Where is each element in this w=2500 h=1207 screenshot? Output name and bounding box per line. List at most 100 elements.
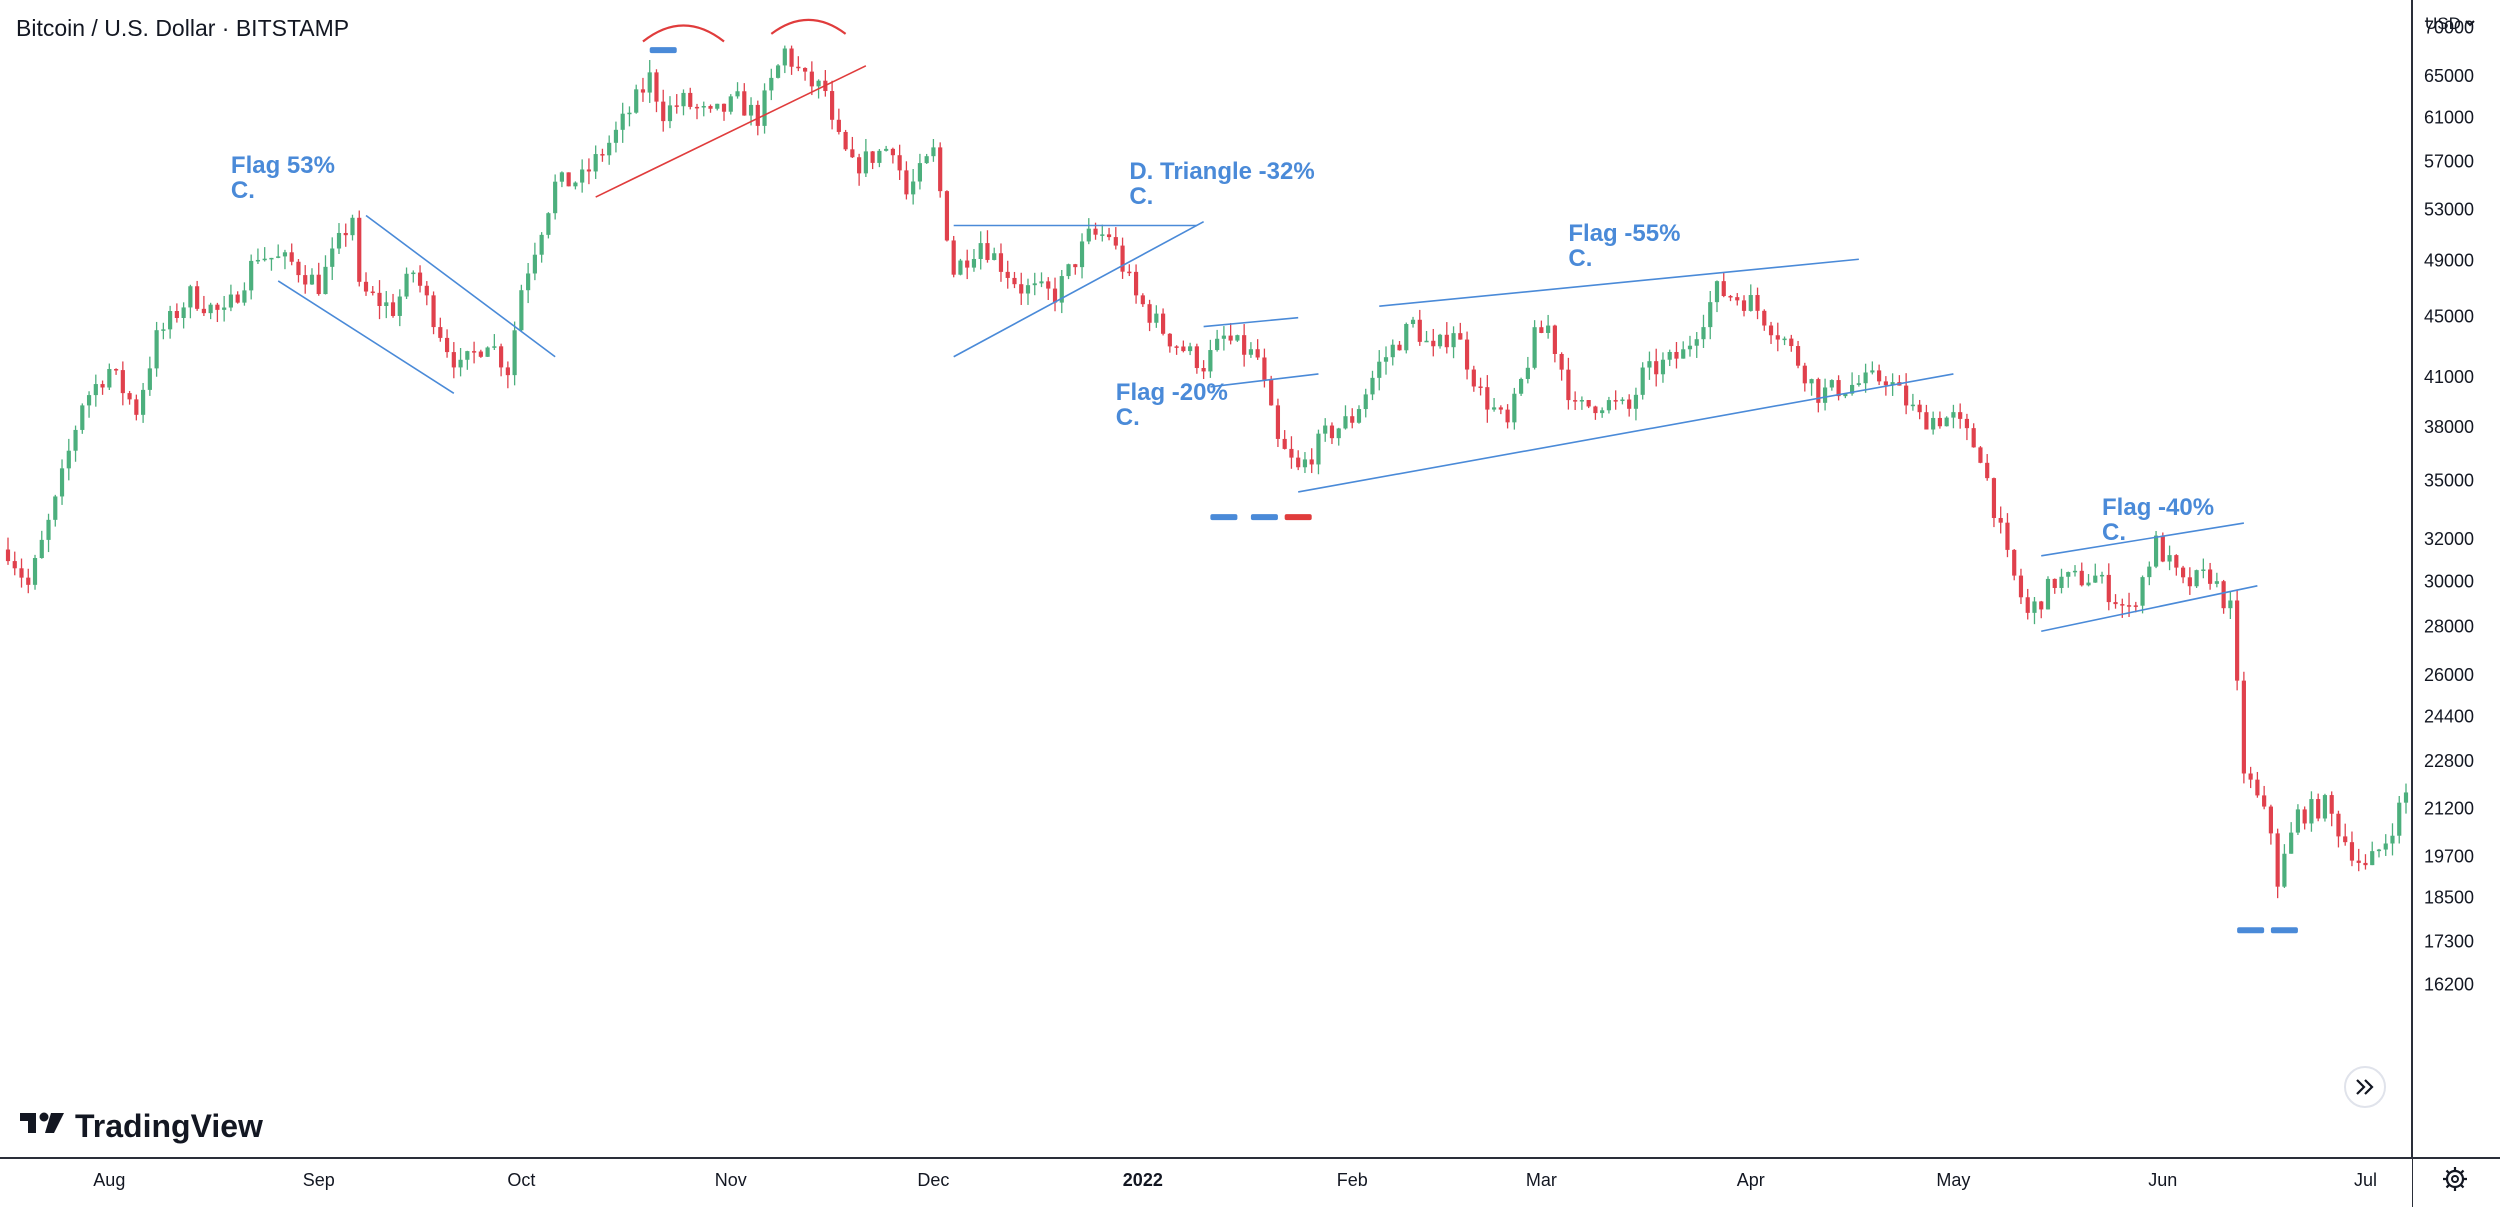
- candle-body: [2397, 802, 2402, 836]
- candle: [1573, 391, 1578, 410]
- candle: [863, 138, 868, 177]
- price-axis-panel[interactable]: [2413, 0, 2500, 1157]
- candle: [1444, 322, 1449, 354]
- currency-label: USD: [2425, 14, 2461, 33]
- candle-body: [1363, 394, 1368, 410]
- candle: [2093, 563, 2098, 583]
- breakout-marker: [1250, 514, 1278, 521]
- candle-body: [2133, 605, 2138, 607]
- candle: [424, 281, 429, 306]
- candle: [228, 284, 234, 312]
- candle: [836, 108, 841, 135]
- candle: [1512, 387, 1517, 430]
- candle: [492, 334, 497, 350]
- candle: [147, 356, 152, 396]
- candle-body: [1100, 234, 1105, 236]
- candle: [1066, 263, 1071, 280]
- candle: [2295, 804, 2301, 835]
- candle-body: [2018, 575, 2024, 598]
- candle: [5, 537, 11, 565]
- candle-body: [1971, 428, 1976, 448]
- candle-body: [1552, 325, 1557, 354]
- candle-body: [1566, 369, 1571, 401]
- tradingview-brand[interactable]: TradingView: [20, 1108, 263, 1144]
- candle-body: [1174, 346, 1179, 348]
- candle-body: [19, 568, 24, 578]
- candle: [303, 265, 308, 294]
- chevron-down-icon: [2465, 20, 2475, 27]
- candle: [2208, 562, 2213, 590]
- candle-body: [296, 261, 301, 276]
- candle-body: [2113, 602, 2118, 605]
- candle: [309, 268, 315, 285]
- candle: [1809, 378, 1814, 396]
- candle-body: [282, 252, 288, 257]
- candle: [120, 361, 125, 406]
- time-tick-label: Oct: [507, 1170, 535, 1190]
- candle-body: [694, 106, 700, 109]
- candle: [1309, 448, 1314, 474]
- candle: [917, 153, 923, 190]
- candle-body: [2235, 600, 2240, 681]
- candle: [1917, 399, 1922, 420]
- candle: [2018, 568, 2024, 605]
- candle-body: [2370, 851, 2375, 866]
- candle-body: [431, 295, 436, 328]
- candle-body: [512, 330, 517, 376]
- candle: [1147, 299, 1152, 332]
- candle-body: [1188, 346, 1193, 352]
- candle: [566, 172, 571, 187]
- gear-icon: [2443, 1167, 2467, 1191]
- candle-body: [1451, 333, 1456, 348]
- candle-body: [715, 103, 720, 109]
- candle: [2099, 571, 2105, 584]
- candle: [2370, 841, 2375, 866]
- candle: [2160, 532, 2165, 563]
- candle: [1289, 436, 1294, 469]
- candle: [2397, 796, 2402, 844]
- candle-body: [1512, 393, 1517, 423]
- candle-body: [1843, 393, 1848, 397]
- scroll-to-realtime-button[interactable]: [2344, 1066, 2386, 1108]
- candle: [2349, 831, 2355, 867]
- candle: [2005, 513, 2010, 558]
- candle-body: [816, 80, 821, 87]
- candle-body: [944, 191, 950, 241]
- candle: [1768, 321, 1774, 344]
- candle: [2214, 572, 2219, 588]
- candle-body: [1404, 324, 1409, 351]
- candle-body: [2248, 773, 2253, 780]
- candle: [289, 243, 294, 266]
- candle-body: [1917, 404, 1922, 413]
- candle: [951, 235, 956, 278]
- candle-body: [748, 104, 754, 116]
- candle: [66, 438, 71, 481]
- settings-button[interactable]: [2443, 1167, 2467, 1191]
- candle-body: [2174, 555, 2179, 568]
- candle-body: [2093, 575, 2098, 583]
- time-tick-label: Mar: [1526, 1170, 1557, 1190]
- candle-body: [1836, 380, 1841, 397]
- currency-selector[interactable]: USD: [2425, 14, 2475, 33]
- candle: [505, 361, 510, 389]
- candle-body: [1748, 295, 1753, 311]
- candle: [1775, 322, 1780, 352]
- candle-body: [289, 252, 294, 262]
- candle: [2268, 804, 2273, 845]
- candle-body: [911, 181, 916, 195]
- candle: [640, 77, 646, 102]
- candle-body: [336, 232, 342, 249]
- candle: [1667, 349, 1672, 367]
- time-axis-panel[interactable]: [0, 1159, 2412, 1207]
- double-top-arc: [642, 24, 725, 43]
- candle-body: [2356, 860, 2361, 863]
- candle-body: [1795, 346, 1801, 366]
- candle: [1958, 403, 1963, 429]
- candle-body: [1985, 462, 1990, 479]
- pattern-label-sub: C.: [231, 177, 255, 204]
- candle-body: [1654, 361, 1659, 375]
- candle: [2140, 575, 2145, 614]
- candle: [546, 212, 551, 239]
- candle: [113, 368, 119, 375]
- candle-body: [1282, 438, 1287, 449]
